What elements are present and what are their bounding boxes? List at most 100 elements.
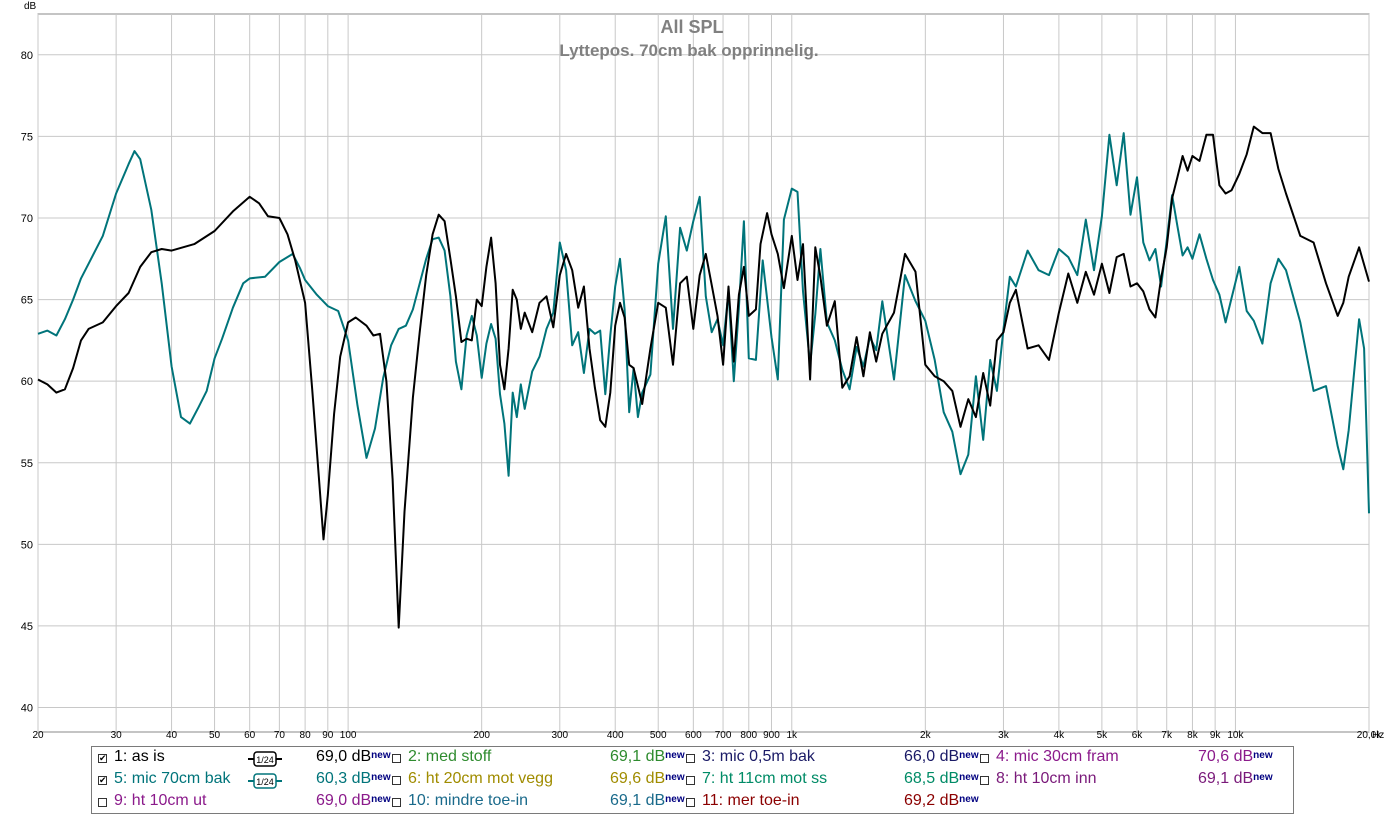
legend-checkbox[interactable] xyxy=(980,754,989,763)
new-badge: new xyxy=(371,750,391,761)
chart-subtitle: Lyttepos. 70cm bak opprinnelig. xyxy=(559,41,818,60)
legend-checkbox[interactable] xyxy=(980,776,989,785)
legend-panel: ✔ 1: as is 1/24 69,0 dBnew 2: med stoff 69,1 … xyxy=(91,746,1294,814)
legend-label: 5: mic 70cm bak xyxy=(114,770,231,787)
y-tick-label: 80 xyxy=(21,50,33,62)
legend-checkbox[interactable]: ✔ xyxy=(98,753,107,763)
legend-value: 69,0 dBnew xyxy=(316,792,391,809)
y-tick-label: 60 xyxy=(21,376,33,388)
x-tick-label: 4k xyxy=(1054,730,1066,741)
legend-label: 3: mic 0,5m bak xyxy=(702,748,815,765)
legend-value: 66,0 dBnew xyxy=(904,748,979,765)
x-tick-label: 70 xyxy=(274,730,286,741)
x-tick-label: 3k xyxy=(998,730,1010,741)
legend-item: 11: mer toe-in 69,2 dBnew xyxy=(686,792,979,814)
x-tick-label: 90 xyxy=(322,730,334,741)
legend-item: ✔ 1: as is 1/24 69,0 dBnew xyxy=(98,748,391,770)
new-badge: new xyxy=(1253,772,1273,783)
y-tick-label: 75 xyxy=(21,131,33,143)
new-badge: new xyxy=(959,750,979,761)
legend-checkbox[interactable] xyxy=(392,754,401,763)
legend-item: ✔ 5: mic 70cm bak 1/24 60,3 dBnew xyxy=(98,770,391,792)
x-tick-label: 5k xyxy=(1097,730,1109,741)
new-badge: new xyxy=(665,772,685,783)
legend-label: 8: ht 10cm inn xyxy=(996,770,1097,787)
svg-text:1/24: 1/24 xyxy=(256,777,274,787)
new-badge: new xyxy=(1253,750,1273,761)
new-badge: new xyxy=(959,794,979,805)
x-tick-label: 6k xyxy=(1132,730,1144,741)
legend-checkbox[interactable]: ✔ xyxy=(98,775,107,785)
x-tick-label: 20,0k xyxy=(1357,730,1382,741)
y-tick-label: 55 xyxy=(21,458,33,470)
new-badge: new xyxy=(665,750,685,761)
legend-item: 9: ht 10cm ut 69,0 dBnew xyxy=(98,792,391,814)
legend-label: 7: ht 11cm mot ss xyxy=(702,770,828,787)
new-badge: new xyxy=(665,794,685,805)
legend-value: 69,6 dBnew xyxy=(610,770,685,787)
legend-checkbox[interactable] xyxy=(98,798,107,807)
legend-item: 4: mic 30cm fram 70,6 dBnew xyxy=(980,748,1273,770)
x-tick-label: 400 xyxy=(607,730,624,741)
legend-label: 2: med stoff xyxy=(408,748,492,765)
plot-frame xyxy=(37,13,1370,733)
x-tick-label: 2k xyxy=(920,730,932,741)
x-tick-label: 600 xyxy=(685,730,702,741)
legend-checkbox[interactable] xyxy=(686,798,695,807)
legend-value: 69,1 dBnew xyxy=(610,792,685,809)
x-tick-label: 40 xyxy=(166,730,178,741)
svg-text:1/24: 1/24 xyxy=(256,755,274,765)
legend-label: 10: mindre toe-in xyxy=(408,792,529,809)
x-axis-label: Hz xyxy=(1372,730,1384,741)
legend-value: 69,0 dBnew xyxy=(316,748,391,765)
x-tick-label: 8k xyxy=(1187,730,1199,741)
x-tick-label: 300 xyxy=(551,730,568,741)
x-tick-label: 900 xyxy=(763,730,780,741)
x-tick-label: 200 xyxy=(473,730,490,741)
chart-title: All SPL xyxy=(660,17,723,37)
legend-value: 60,3 dBnew xyxy=(316,770,391,787)
legend-value: 69,1 dBnew xyxy=(610,748,685,765)
legend-item: 8: ht 10cm inn 69,1 dBnew xyxy=(980,770,1273,792)
legend-label: 9: ht 10cm ut xyxy=(114,792,207,809)
legend-value: 69,1 dBnew xyxy=(1198,770,1273,787)
new-badge: new xyxy=(959,772,979,783)
series-line-2 xyxy=(37,132,1370,514)
x-tick-label: 60 xyxy=(244,730,256,741)
x-tick-label: 50 xyxy=(209,730,221,741)
legend-item: 6: ht 20cm mot vegg 69,6 dBnew xyxy=(392,770,685,792)
legend-item: 3: mic 0,5m bak 66,0 dBnew xyxy=(686,748,979,770)
smoothing-badge[interactable]: 1/24 xyxy=(248,751,282,767)
y-tick-label: 70 xyxy=(21,213,33,225)
series-line-1 xyxy=(37,125,1370,629)
y-tick-label: 40 xyxy=(21,703,33,715)
y-axis-label: dB xyxy=(24,1,37,12)
legend-label: 11: mer toe-in xyxy=(702,792,800,809)
legend-item: 10: mindre toe-in 69,1 dBnew xyxy=(392,792,685,814)
x-tick-label: 80 xyxy=(300,730,312,741)
legend-value: 68,5 dBnew xyxy=(904,770,979,787)
legend-value: 70,6 dBnew xyxy=(1198,748,1273,765)
legend-item: 7: ht 11cm mot ss 68,5 dBnew xyxy=(686,770,979,792)
legend-checkbox[interactable] xyxy=(686,776,695,785)
legend-checkbox[interactable] xyxy=(686,754,695,763)
legend-checkbox[interactable] xyxy=(392,798,401,807)
x-tick-label: 500 xyxy=(650,730,667,741)
legend-label: 4: mic 30cm fram xyxy=(996,748,1119,765)
legend-checkbox[interactable] xyxy=(392,776,401,785)
smoothing-badge[interactable]: 1/24 xyxy=(248,773,282,789)
spl-chart-svg: 40 45 50 55 60 65 70 75 80 20 30 40 50 60 70 80 90 100 200… xyxy=(21,1,1384,741)
x-tick-label: 700 xyxy=(715,730,732,741)
x-tick-label: 20 xyxy=(32,730,44,741)
legend-value: 69,2 dBnew xyxy=(904,792,979,809)
legend-label: 1: as is xyxy=(114,748,165,765)
legend-label: 6: ht 20cm mot vegg xyxy=(408,770,553,787)
spl-chart: 40 45 50 55 60 65 70 75 80 20 30 40 50 60 70 80 90 100 200… xyxy=(21,1,1384,741)
x-tick-label: 30 xyxy=(111,730,123,741)
x-tick-label: 7k xyxy=(1161,730,1173,741)
x-tick-label: 1k xyxy=(786,730,798,741)
y-tick-label: 50 xyxy=(21,539,33,551)
x-tick-label: 100 xyxy=(340,730,357,741)
x-tick-label: 10k xyxy=(1227,730,1244,741)
new-badge: new xyxy=(371,794,391,805)
